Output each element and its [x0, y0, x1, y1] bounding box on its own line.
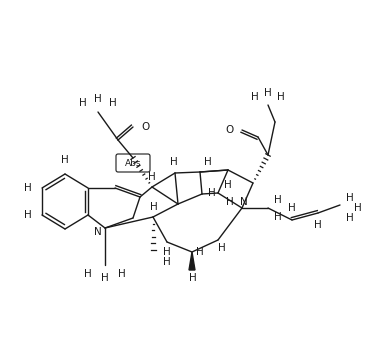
- Text: H: H: [150, 202, 158, 212]
- Text: N: N: [240, 197, 248, 207]
- Text: O: O: [142, 122, 150, 132]
- Text: H: H: [170, 157, 178, 167]
- Text: H: H: [226, 197, 234, 207]
- Text: H: H: [79, 98, 87, 108]
- Text: H: H: [109, 98, 117, 108]
- Text: H: H: [94, 94, 102, 104]
- Text: H: H: [84, 269, 92, 279]
- Text: H: H: [224, 180, 232, 190]
- Text: N: N: [94, 227, 102, 237]
- Text: H: H: [208, 188, 216, 198]
- Text: H: H: [277, 92, 285, 102]
- Text: H: H: [118, 269, 126, 279]
- Polygon shape: [189, 252, 195, 270]
- Text: H: H: [218, 243, 226, 253]
- Text: H: H: [148, 172, 156, 182]
- Text: H: H: [163, 247, 171, 257]
- Text: H: H: [251, 92, 259, 102]
- Text: H: H: [204, 157, 212, 167]
- Text: H: H: [101, 273, 109, 283]
- Text: H: H: [354, 203, 362, 213]
- Text: H: H: [274, 195, 282, 205]
- Text: H: H: [346, 193, 354, 203]
- Text: Abs: Abs: [125, 158, 141, 168]
- Text: H: H: [61, 155, 69, 165]
- FancyBboxPatch shape: [116, 154, 150, 172]
- Text: O: O: [226, 125, 234, 135]
- Text: H: H: [196, 247, 204, 257]
- Text: H: H: [24, 183, 32, 193]
- Text: H: H: [288, 203, 296, 213]
- Text: H: H: [314, 220, 322, 230]
- Text: H: H: [264, 88, 272, 98]
- Text: H: H: [346, 213, 354, 223]
- Text: H: H: [163, 257, 171, 267]
- Text: H: H: [274, 212, 282, 222]
- Text: H: H: [24, 210, 32, 220]
- Text: H: H: [189, 273, 197, 283]
